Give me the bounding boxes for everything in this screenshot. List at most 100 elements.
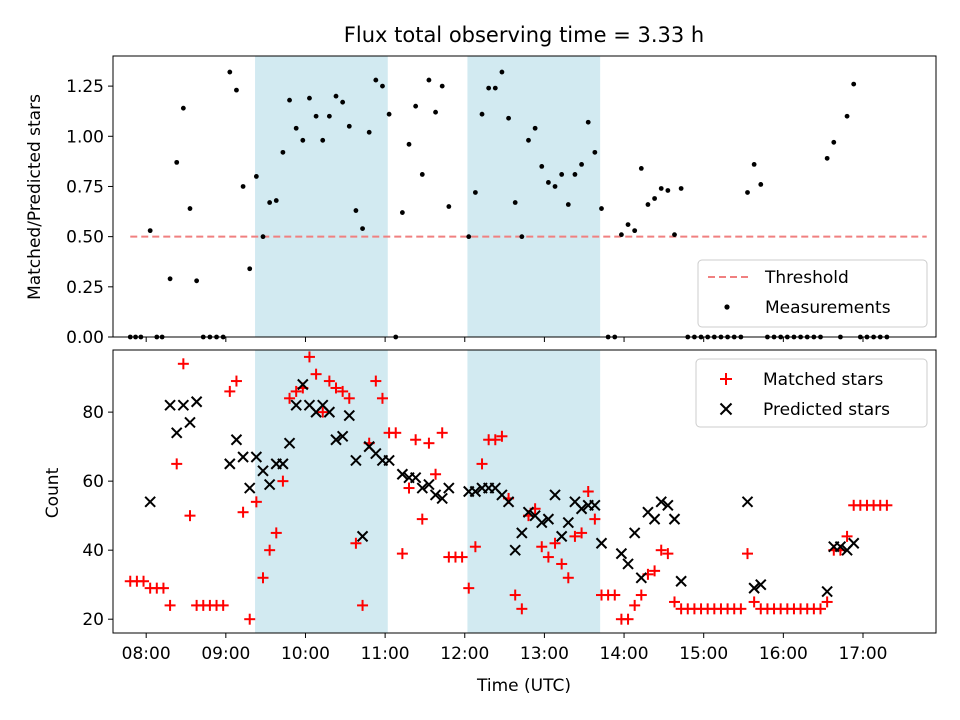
matched-point — [649, 565, 661, 577]
matched-point — [436, 427, 448, 439]
measurement-point — [486, 85, 492, 91]
matched-point — [157, 582, 169, 594]
matched-point — [609, 589, 621, 601]
top-ytick-label: 0.25 — [66, 278, 104, 298]
measurement-point — [340, 99, 346, 105]
predicted-point — [429, 489, 442, 501]
matched-point — [250, 496, 262, 508]
matched-point — [463, 582, 475, 594]
matched-point — [396, 548, 408, 560]
matched-point — [323, 375, 335, 387]
measurement-point — [194, 278, 200, 284]
measurement-point — [419, 172, 425, 177]
matched-point — [410, 434, 422, 446]
matched-point — [330, 382, 342, 394]
measurement-point — [559, 172, 565, 177]
predicted-point — [741, 496, 754, 508]
matched-point — [217, 599, 229, 611]
predicted-point — [323, 406, 336, 418]
measurement-point — [426, 77, 432, 83]
matched-point — [476, 458, 488, 470]
measurement-point — [824, 155, 830, 161]
measurement-point — [227, 69, 233, 75]
matched-point — [317, 406, 329, 418]
matched-point — [655, 544, 667, 556]
measurement-point — [326, 113, 332, 119]
matched-point — [370, 375, 382, 387]
xtick-label: 09:00 — [201, 644, 250, 664]
measurement-point — [506, 115, 511, 121]
predicted-point — [350, 454, 362, 467]
measurement-point — [526, 137, 531, 143]
bottom-ytick-label: 80 — [82, 403, 104, 423]
matched-point — [264, 544, 276, 556]
predicted-point — [502, 496, 515, 508]
measurement-point — [346, 123, 352, 129]
matched-point — [556, 558, 568, 570]
predicted-point — [648, 513, 661, 525]
bottom-x-ticks: 08:00 09:00 10:00 11:00 12:00 13:00 14:00 15:00… — [122, 633, 887, 664]
measurement-point — [758, 182, 764, 187]
measurement-point — [572, 172, 578, 177]
x-axis-label: Time (UTC) — [476, 676, 571, 696]
top-shaded-intervals — [255, 56, 601, 337]
predicted-point — [416, 482, 428, 494]
predicted-point — [224, 458, 236, 470]
matched-point — [270, 527, 282, 539]
predicted-point — [821, 585, 833, 598]
predicted-point — [263, 478, 276, 491]
predicted-point — [675, 575, 687, 587]
measurement-point — [492, 85, 498, 91]
predicted-point — [237, 451, 249, 463]
matched-point — [244, 613, 256, 625]
measurement-point — [446, 204, 452, 209]
measurement-point — [499, 69, 505, 75]
predicted-point — [144, 496, 156, 508]
top-panel: Flux total observing time = 3.33 h 0.000… — [25, 23, 937, 348]
measurement-point — [373, 77, 379, 83]
measurement-point — [592, 149, 598, 155]
predicted-points-layer — [144, 378, 860, 598]
predicted-point — [509, 544, 521, 556]
matched-point — [303, 351, 315, 363]
measurement-point — [619, 232, 624, 238]
matched-point — [549, 537, 561, 549]
xtick-label: 08:00 — [122, 644, 171, 664]
predicted-point — [555, 530, 568, 543]
predicted-point — [516, 527, 528, 539]
matched-point — [635, 589, 647, 601]
predicted-point — [190, 396, 203, 408]
xtick-label: 10:00 — [281, 644, 330, 664]
measurement-point — [512, 200, 518, 205]
matched-point — [430, 468, 442, 480]
measurements-legend-marker — [724, 304, 730, 310]
matched-point — [177, 358, 189, 370]
bottom-plot-frame — [112, 349, 937, 634]
predicted-point — [542, 513, 555, 525]
predicted-point — [847, 537, 860, 549]
predicted-point — [277, 458, 289, 470]
predicted-point — [164, 399, 176, 411]
predicted-point — [330, 434, 342, 446]
matched-point — [881, 499, 893, 511]
matched-point — [489, 434, 501, 446]
measurement-point — [399, 210, 405, 215]
predicted-point — [834, 541, 847, 553]
shaded-interval-2 — [467, 56, 601, 337]
measurement-point — [751, 161, 757, 167]
measurement-point — [678, 186, 684, 191]
measurement-point — [433, 109, 438, 115]
matched-point — [224, 385, 236, 397]
measurement-point — [253, 174, 259, 179]
measurement-point — [552, 184, 558, 189]
measurement-point — [565, 202, 571, 207]
measurement-point — [658, 186, 664, 191]
xtick-label: 14:00 — [600, 644, 649, 664]
measurement-point — [386, 111, 392, 117]
measurement-point — [174, 159, 180, 165]
measurement-point — [247, 266, 253, 272]
matched-point — [469, 541, 481, 553]
predicted-point — [383, 454, 395, 467]
predicted-point — [257, 465, 269, 477]
predicted-point — [436, 492, 448, 505]
